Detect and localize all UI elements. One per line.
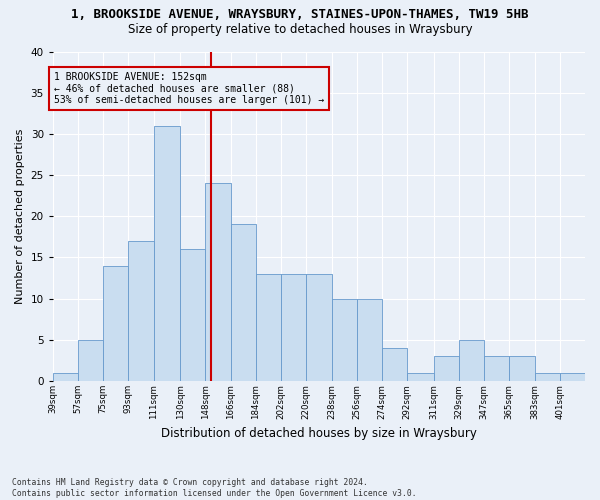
Bar: [509, 356, 535, 381]
Y-axis label: Number of detached properties: Number of detached properties: [15, 128, 25, 304]
Bar: [103, 266, 128, 381]
Bar: [459, 340, 484, 381]
X-axis label: Distribution of detached houses by size in Wraysbury: Distribution of detached houses by size …: [161, 427, 477, 440]
Bar: [560, 373, 585, 381]
Text: Contains HM Land Registry data © Crown copyright and database right 2024.
Contai: Contains HM Land Registry data © Crown c…: [12, 478, 416, 498]
Text: 1, BROOKSIDE AVENUE, WRAYSBURY, STAINES-UPON-THAMES, TW19 5HB: 1, BROOKSIDE AVENUE, WRAYSBURY, STAINES-…: [71, 8, 529, 20]
Bar: [154, 126, 180, 381]
Bar: [281, 274, 307, 381]
Bar: [53, 373, 78, 381]
Text: Size of property relative to detached houses in Wraysbury: Size of property relative to detached ho…: [128, 22, 472, 36]
Bar: [180, 249, 205, 381]
Bar: [535, 373, 560, 381]
Bar: [256, 274, 281, 381]
Bar: [230, 224, 256, 381]
Text: 1 BROOKSIDE AVENUE: 152sqm
← 46% of detached houses are smaller (88)
53% of semi: 1 BROOKSIDE AVENUE: 152sqm ← 46% of deta…: [54, 72, 325, 106]
Bar: [407, 373, 434, 381]
Bar: [484, 356, 509, 381]
Bar: [307, 274, 332, 381]
Bar: [205, 184, 230, 381]
Bar: [128, 241, 154, 381]
Bar: [78, 340, 103, 381]
Bar: [434, 356, 459, 381]
Bar: [357, 298, 382, 381]
Bar: [332, 298, 357, 381]
Bar: [382, 348, 407, 381]
